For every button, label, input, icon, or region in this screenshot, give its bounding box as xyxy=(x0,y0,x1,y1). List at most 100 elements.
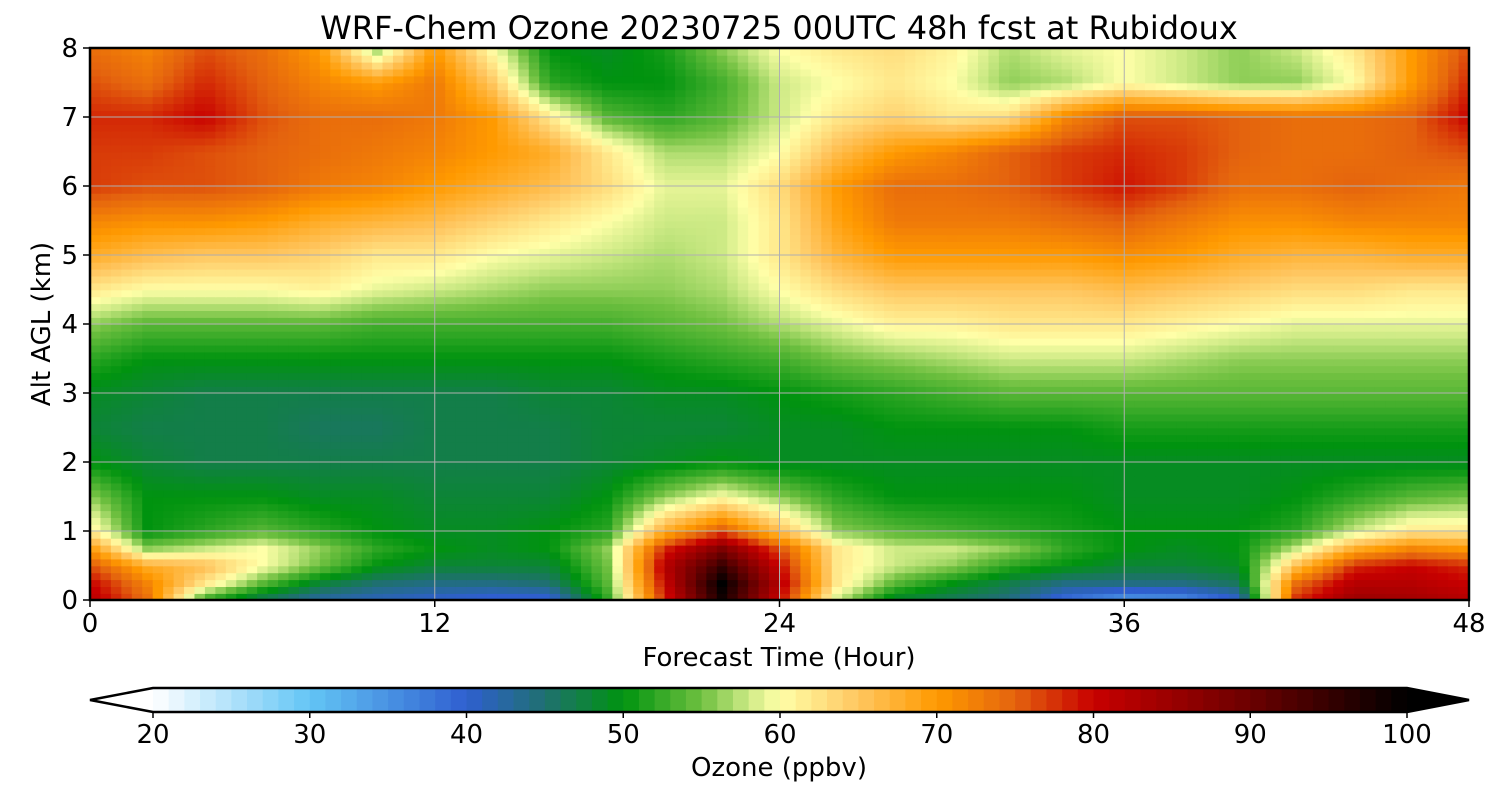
heatmap-cell xyxy=(1030,558,1042,567)
heatmap-cell xyxy=(706,531,718,539)
heatmap-cell xyxy=(1395,565,1408,574)
heatmap-cell xyxy=(581,572,593,581)
heatmap-cell xyxy=(1385,372,1397,380)
heatmap-cell xyxy=(1437,406,1449,415)
heatmap-cell xyxy=(758,572,770,581)
heatmap-cell xyxy=(894,496,906,505)
heatmap-cell xyxy=(549,455,561,463)
heatmap-cell xyxy=(727,551,739,560)
heatmap-cell xyxy=(1448,579,1460,587)
heatmap-cell xyxy=(1385,441,1397,449)
heatmap-cell xyxy=(225,551,238,560)
heatmap-cell xyxy=(1416,537,1429,546)
heatmap-cell xyxy=(737,455,749,463)
heatmap-cell xyxy=(1437,475,1449,484)
heatmap-cell xyxy=(507,379,520,387)
heatmap-cell xyxy=(883,372,896,380)
heatmap-cell xyxy=(1103,524,1115,532)
heatmap-cell xyxy=(769,372,781,380)
heatmap-cell xyxy=(131,524,144,532)
heatmap-cell xyxy=(654,468,666,477)
heatmap-cell xyxy=(915,586,927,594)
heatmap-cell xyxy=(1186,586,1199,594)
heatmap-cell xyxy=(1458,482,1469,491)
heatmap-cell xyxy=(1092,365,1105,374)
heatmap-cell xyxy=(424,496,436,505)
heatmap-cell xyxy=(748,399,760,408)
heatmap-cell xyxy=(800,517,812,525)
heatmap-cell xyxy=(883,593,896,600)
heatmap-cell xyxy=(664,551,676,560)
heatmap-cell xyxy=(758,517,770,525)
heatmap-cell xyxy=(455,413,467,422)
heatmap-cell xyxy=(570,531,582,539)
heatmap-cell xyxy=(194,427,206,436)
heatmap-cell xyxy=(758,489,770,498)
heatmap-cell xyxy=(675,475,687,484)
heatmap-cell xyxy=(288,434,300,443)
heatmap-cell xyxy=(685,420,697,429)
heatmap-cell xyxy=(1145,475,1157,484)
heatmap-cell xyxy=(215,462,227,470)
heatmap-cell xyxy=(863,593,875,600)
heatmap-cell xyxy=(1176,462,1188,470)
heatmap-cell xyxy=(758,537,770,546)
heatmap-cell xyxy=(466,386,478,394)
heatmap-cell xyxy=(257,337,269,346)
heatmap-cell xyxy=(581,365,593,374)
heatmap-cell xyxy=(591,558,603,567)
heatmap-cell xyxy=(675,365,687,374)
heatmap-cell xyxy=(382,558,394,567)
heatmap-cell xyxy=(894,517,906,525)
heatmap-cell xyxy=(852,593,864,600)
heatmap-cell xyxy=(1333,503,1345,512)
heatmap-cell xyxy=(1113,510,1126,518)
heatmap-cell xyxy=(184,441,196,449)
heatmap-cell xyxy=(883,572,896,581)
heatmap-cell xyxy=(278,537,290,546)
heatmap-cell xyxy=(225,482,238,491)
heatmap-cell xyxy=(549,441,561,449)
heatmap-cell xyxy=(110,413,123,422)
heatmap-cell xyxy=(863,344,875,353)
heatmap-cell xyxy=(977,482,990,491)
heatmap-cell xyxy=(601,475,614,484)
heatmap-cell xyxy=(1270,344,1282,353)
heatmap-cell xyxy=(549,413,561,422)
heatmap-cell xyxy=(915,372,927,380)
heatmap-cell xyxy=(424,406,436,415)
heatmap-cell xyxy=(1186,482,1199,491)
heatmap-cell xyxy=(507,524,520,532)
heatmap-cell xyxy=(351,475,363,484)
heatmap-cell xyxy=(1134,551,1146,560)
heatmap-cell xyxy=(403,365,415,374)
heatmap-cell xyxy=(1103,586,1115,594)
heatmap-cell xyxy=(1030,537,1042,546)
heatmap-cell xyxy=(486,544,499,553)
heatmap-cell xyxy=(173,565,185,574)
heatmap-cell xyxy=(330,551,342,560)
heatmap-cell xyxy=(821,434,833,443)
heatmap-cell xyxy=(225,427,238,436)
heatmap-cell xyxy=(915,524,927,532)
heatmap-cell xyxy=(1406,441,1418,449)
heatmap-cell xyxy=(1103,468,1115,477)
heatmap-cell xyxy=(382,365,394,374)
heatmap-cell xyxy=(90,496,102,505)
heatmap-cell xyxy=(1458,579,1469,587)
heatmap-cell xyxy=(789,372,802,380)
heatmap-cell xyxy=(278,572,290,581)
heatmap-cell xyxy=(852,572,864,581)
heatmap-cell xyxy=(382,351,394,360)
heatmap-cell xyxy=(789,358,802,367)
heatmap-cell xyxy=(831,365,843,374)
heatmap-cell xyxy=(737,558,749,567)
heatmap-cell xyxy=(852,413,864,422)
heatmap-cell xyxy=(1186,517,1199,525)
heatmap-cell xyxy=(1280,593,1293,600)
heatmap-cell xyxy=(863,372,875,380)
heatmap-cell xyxy=(998,551,1011,560)
heatmap-cell xyxy=(309,503,321,512)
heatmap-cell xyxy=(1166,503,1178,512)
heatmap-cell xyxy=(1092,406,1105,415)
